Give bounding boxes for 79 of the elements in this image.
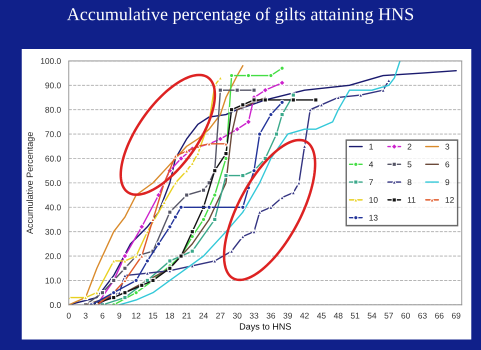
x-tick-label: 30 — [232, 312, 242, 319]
point — [167, 210, 172, 215]
x-tick-label: 66 — [435, 312, 444, 319]
chart-title: Accumulative percentage of gilts attaining HNS — [66, 7, 414, 24]
x-tick-label: 57 — [384, 312, 393, 319]
point — [257, 131, 262, 137]
x-tick-label: 42 — [300, 312, 309, 319]
x-tick-label: 12 — [132, 312, 140, 319]
y-tick-label: 0.0 — [50, 302, 61, 308]
legend-label: 12 — [446, 196, 454, 203]
point — [223, 156, 229, 162]
point — [240, 204, 246, 210]
point — [122, 290, 128, 296]
point — [83, 294, 88, 300]
point — [290, 92, 296, 98]
x-tick-label: 39 — [283, 312, 292, 319]
point — [280, 100, 285, 105]
y-tick-label: 20.0 — [45, 253, 61, 260]
x-tick-label: 6 — [100, 312, 104, 319]
point — [190, 248, 195, 254]
point — [216, 136, 224, 142]
y-axis-title: Accumulative Percentage — [26, 132, 35, 234]
x-tick-label: 0 — [66, 312, 71, 319]
legend-label: 11 — [408, 197, 416, 203]
point — [167, 266, 172, 271]
y-tick-label: 60.0 — [45, 156, 61, 162]
x-tick-label: 54 — [368, 312, 376, 319]
x-tick-label: 45 — [316, 312, 326, 319]
point — [223, 151, 229, 156]
x-tick-label: 60 — [401, 312, 410, 319]
x-tick-label: 69 — [452, 312, 460, 319]
point — [167, 224, 172, 230]
point — [240, 102, 246, 108]
legend-label: 7 — [369, 179, 373, 186]
legend-label: 6 — [445, 161, 450, 168]
point — [251, 97, 257, 103]
y-tick-label: 80.0 — [45, 106, 61, 113]
point — [94, 290, 100, 296]
x-tick-label: 9 — [117, 312, 122, 319]
point — [206, 204, 212, 210]
x-tick-label: 36 — [266, 312, 276, 319]
y-tick-label: 70.0 — [45, 131, 61, 138]
point — [228, 107, 234, 112]
y-tick-label: 10.0 — [46, 278, 61, 284]
x-tick-label: 24 — [199, 312, 208, 319]
x-tick-label: 51 — [350, 312, 360, 319]
legend-label: 10 — [369, 196, 378, 203]
legend-label: 4 — [368, 162, 374, 168]
legend-label: 9 — [445, 179, 450, 186]
point — [100, 290, 106, 296]
x-tick-label: 27 — [216, 312, 225, 319]
point — [190, 229, 195, 234]
y-tick-label: 40.0 — [45, 204, 61, 210]
y-tick-label: 30.0 — [45, 228, 61, 235]
point — [274, 131, 280, 137]
legend-label: 1 — [369, 144, 373, 150]
legend-label: 3 — [445, 144, 450, 150]
legend-label: 2 — [408, 144, 412, 150]
x-tick-label: 3 — [84, 312, 88, 319]
y-tick-label: 100.0 — [40, 58, 61, 64]
line-series — [118, 60, 401, 305]
x-tick-label: 33 — [250, 312, 258, 319]
legend-label: 8 — [408, 179, 412, 186]
legend-label: 13 — [369, 214, 378, 221]
point — [139, 282, 144, 288]
point — [122, 266, 128, 271]
x-tick-label: 21 — [182, 312, 191, 319]
point — [121, 252, 128, 260]
x-axis-title: Days to HNS — [240, 323, 291, 332]
point — [111, 294, 116, 300]
y-tick-label: 90.0 — [45, 82, 61, 88]
x-tick-label: 15 — [148, 312, 158, 319]
x-tick-label: 48 — [334, 312, 343, 319]
legend-label: 5 — [408, 162, 412, 168]
x-tick-label: 18 — [166, 312, 174, 319]
x-tick-label: 63 — [418, 312, 427, 319]
point — [178, 155, 185, 162]
line-series — [68, 65, 244, 305]
y-tick-label: 50.0 — [45, 180, 61, 186]
